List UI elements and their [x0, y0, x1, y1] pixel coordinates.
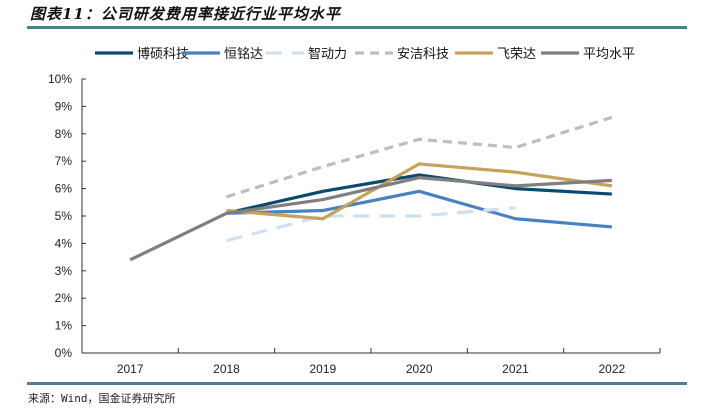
y-tick-label: 9%: [55, 99, 73, 113]
series-line-3: [226, 115, 613, 199]
legend-label: 博硕科技: [137, 47, 189, 62]
x-tick-label: 2022: [598, 362, 625, 376]
legend-label: 智动力: [308, 47, 347, 62]
footer-divider: [27, 382, 687, 385]
y-tick-label: 7%: [55, 154, 73, 168]
title-divider: [27, 26, 687, 29]
series-line-0: [226, 173, 612, 215]
y-tick-label: 2%: [55, 291, 73, 305]
x-tick-label: 2017: [117, 362, 144, 376]
legend-label: 恒铭达: [224, 47, 263, 62]
y-tick-label: 3%: [55, 264, 73, 278]
legend-label: 平均水平: [583, 47, 635, 62]
x-tick-label: 2018: [213, 362, 240, 376]
x-tick-label: 2021: [502, 362, 529, 376]
series-line-4: [226, 162, 613, 221]
y-tick-label: 6%: [55, 182, 73, 196]
y-tick-label: 4%: [55, 236, 73, 250]
series-line-2: [226, 206, 516, 243]
x-tick-label: 2020: [406, 362, 433, 376]
legend-label: 飞荣达: [497, 47, 536, 62]
axes: 0% 1% 2% 3% 4% 5% 6% 7% 8% 9% 10% 2017 2018 2019 2020 2…: [48, 72, 661, 376]
y-tick-label: 10%: [48, 72, 72, 86]
legend: 博硕科技 恒铭达 智动力 安洁科技 飞荣达 平均水平: [95, 47, 635, 62]
series-lines: [129, 115, 613, 262]
legend-label: 安洁科技: [397, 47, 449, 62]
x-tick-label: 2019: [309, 362, 336, 376]
y-tick-label: 0%: [55, 346, 73, 360]
y-tick-label: 8%: [55, 127, 73, 141]
y-tick-label: 1%: [55, 319, 73, 333]
source-note: 来源：Wind，国金证券研究所: [28, 392, 176, 405]
chart-title: 图表11：公司研发费用率接近行业平均水平: [30, 5, 341, 23]
series-line-5: [129, 176, 612, 262]
y-tick-label: 5%: [55, 209, 73, 223]
series-line-1: [226, 189, 612, 229]
